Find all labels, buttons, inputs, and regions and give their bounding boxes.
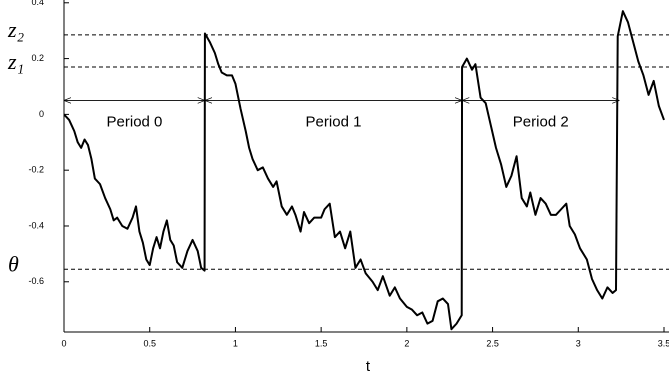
y-tick-label: 0.2 [31, 53, 44, 63]
period-label: Period 1 [306, 113, 362, 130]
y-tick-label: -0.4 [28, 220, 44, 230]
x-tick-label: 3.5 [658, 338, 669, 348]
period-label: Period 0 [107, 113, 163, 130]
x-tick-label: 1.5 [315, 338, 328, 348]
x-axis-label: t [366, 358, 371, 375]
data-line [64, 10, 665, 331]
x-tick-label: 0.5 [143, 338, 156, 348]
x-tick-label: 2 [404, 338, 409, 348]
x-tick-label: 0 [61, 338, 66, 348]
y-tick-label: -0.2 [28, 165, 44, 175]
x-tick-label: 1 [233, 338, 238, 348]
reference-label: z₁ [7, 49, 24, 74]
x-tick-label: 3 [576, 338, 581, 348]
reference-label: z₂ [7, 17, 25, 42]
y-tick-label: 0.4 [31, 0, 44, 7]
reference-label: θ [8, 251, 19, 276]
x-tick-label: 2.5 [486, 338, 499, 348]
y-tick-label: -0.6 [28, 276, 44, 286]
y-tick-label: 0 [39, 109, 44, 119]
period-label: Period 2 [513, 113, 569, 130]
